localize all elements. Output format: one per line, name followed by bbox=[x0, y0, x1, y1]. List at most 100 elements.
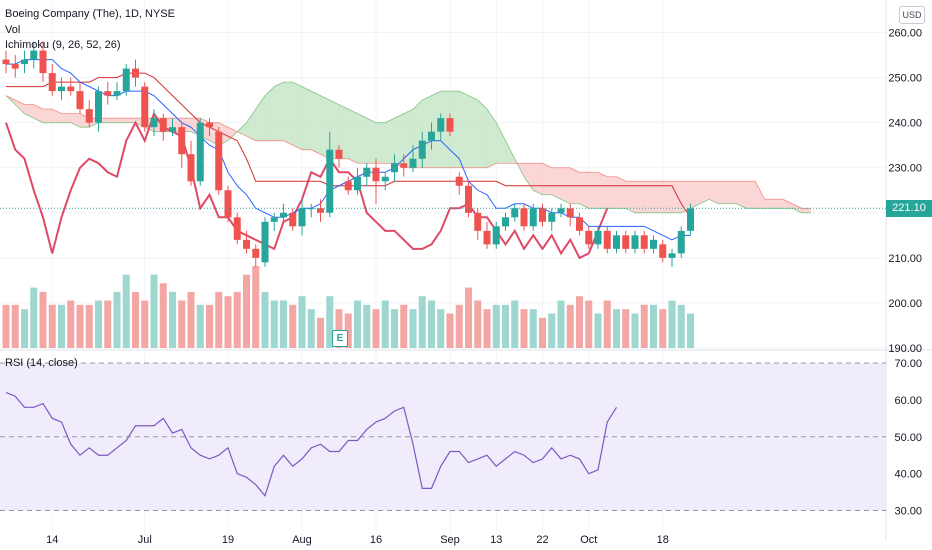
cloud-segment bbox=[366, 117, 377, 164]
candle-body bbox=[11, 64, 19, 69]
volume-bar bbox=[307, 309, 315, 348]
candle-body bbox=[326, 149, 334, 213]
volume-bar bbox=[668, 300, 676, 348]
candle-body bbox=[233, 217, 241, 240]
candle-body bbox=[113, 91, 121, 96]
cloud-segment bbox=[292, 81, 303, 151]
candle-body bbox=[557, 208, 565, 213]
cloud-segment bbox=[782, 198, 793, 209]
candle-body bbox=[196, 122, 204, 182]
volume-bar bbox=[585, 300, 593, 348]
volume-bar bbox=[363, 304, 371, 348]
candle-body bbox=[650, 239, 657, 249]
currency-button[interactable]: USD bbox=[899, 6, 925, 24]
volume-bar bbox=[677, 304, 685, 348]
cloud-segment bbox=[764, 199, 774, 209]
cloud-segment bbox=[718, 181, 728, 205]
volume-bar bbox=[391, 309, 398, 348]
volume-bar bbox=[224, 296, 232, 348]
candle-body bbox=[280, 212, 287, 218]
candle-body bbox=[520, 208, 528, 227]
volume-bar bbox=[650, 304, 657, 348]
volume-bar bbox=[243, 274, 250, 348]
candle-body bbox=[122, 68, 130, 92]
candle-body bbox=[474, 212, 482, 231]
candle-body bbox=[492, 226, 500, 245]
candle-body bbox=[465, 185, 472, 213]
symbol-title: Boeing Company (The), 1D, NYSE bbox=[5, 8, 175, 20]
rsi-pane bbox=[0, 362, 886, 512]
candle-body bbox=[483, 230, 491, 245]
candle-body bbox=[187, 154, 195, 182]
candle-body bbox=[335, 149, 343, 159]
volume-bar bbox=[539, 317, 546, 348]
candle-body bbox=[252, 248, 260, 258]
rsi-legend: RSI (14, close) bbox=[5, 357, 78, 369]
cloud-segment bbox=[283, 81, 293, 146]
cloud-segment bbox=[588, 171, 599, 209]
volume-bar bbox=[280, 300, 287, 348]
volume-bar bbox=[159, 283, 167, 348]
cloud-segment bbox=[551, 167, 562, 200]
candle-body bbox=[576, 217, 583, 231]
volume-bar bbox=[141, 300, 149, 348]
cloud-segment bbox=[301, 86, 312, 150]
candle-body bbox=[539, 208, 546, 222]
date-tick-label: Oct bbox=[580, 534, 597, 546]
volume-bar bbox=[520, 309, 528, 348]
candle-body bbox=[585, 230, 593, 245]
candle-body bbox=[381, 176, 389, 182]
candle-body bbox=[243, 239, 250, 249]
candle-body bbox=[39, 50, 47, 74]
price-tick-label: 210.00 bbox=[888, 253, 922, 265]
cloud-segment bbox=[385, 117, 395, 164]
volume-bar bbox=[169, 291, 176, 348]
candle-body bbox=[132, 68, 139, 78]
cloud-segment bbox=[681, 181, 691, 214]
rsi-tick-label: 70.00 bbox=[894, 358, 922, 370]
volume-bar bbox=[48, 304, 56, 348]
candle-body bbox=[21, 59, 28, 65]
axes: 260.00250.00240.00230.00220.00210.00200.… bbox=[46, 28, 922, 546]
volume-bar bbox=[2, 304, 10, 348]
date-tick-label: 14 bbox=[46, 534, 58, 546]
candle-body bbox=[631, 235, 639, 249]
ichimoku-cloud bbox=[5, 81, 811, 214]
candle-body bbox=[391, 163, 398, 173]
volume-bar bbox=[95, 300, 102, 348]
price-tick-label: 250.00 bbox=[888, 73, 922, 85]
candle-body bbox=[76, 91, 84, 110]
price-tick-label: 230.00 bbox=[888, 163, 922, 175]
candle-body bbox=[446, 118, 454, 132]
candle-body bbox=[677, 230, 685, 254]
volume-bar bbox=[400, 304, 408, 348]
candle-body bbox=[603, 230, 611, 249]
volume-bar bbox=[529, 309, 537, 348]
candle-body bbox=[67, 86, 75, 92]
cloud-segment bbox=[33, 104, 44, 124]
volume-bar bbox=[576, 296, 583, 348]
volume-bar bbox=[178, 300, 186, 348]
price-tick-label: 200.00 bbox=[888, 298, 922, 310]
volume-bar bbox=[39, 291, 47, 348]
volume-bar bbox=[640, 304, 648, 348]
volume-bar bbox=[113, 291, 121, 348]
price-tick-label: 260.00 bbox=[888, 28, 922, 40]
date-tick-label: 19 bbox=[222, 534, 234, 546]
candle-body bbox=[529, 208, 537, 227]
volume-bar bbox=[622, 309, 630, 348]
cloud-segment bbox=[477, 99, 488, 168]
volume-bar bbox=[354, 300, 361, 348]
volume-bar bbox=[317, 317, 324, 348]
cloud-segment bbox=[357, 113, 367, 164]
date-tick-label: Aug bbox=[292, 534, 312, 546]
cloud-segment bbox=[459, 90, 469, 168]
volume-bar bbox=[603, 300, 611, 348]
earnings-icon[interactable]: E bbox=[332, 330, 348, 347]
candle-body bbox=[58, 86, 65, 92]
cloud-segment bbox=[792, 203, 802, 214]
candle-body bbox=[150, 118, 158, 128]
candlesticks bbox=[0, 41, 886, 267]
volume-bar bbox=[557, 300, 565, 348]
